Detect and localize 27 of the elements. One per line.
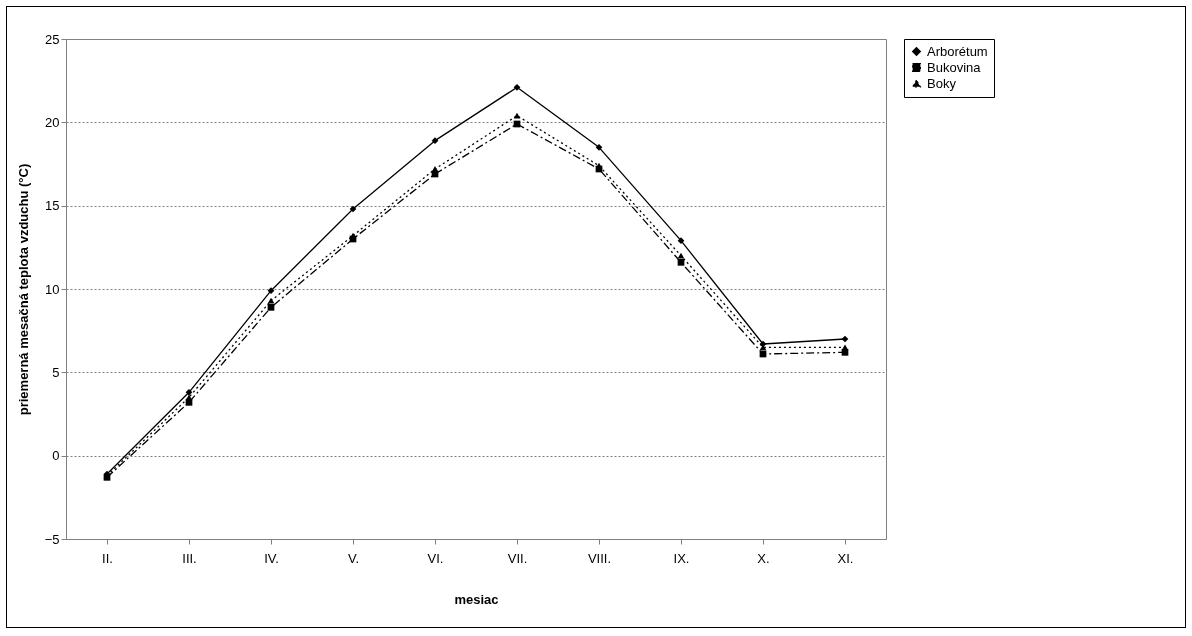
point [677, 252, 685, 259]
y-tick-label: 25 [45, 31, 60, 47]
x-tick-label: V. [347, 550, 360, 566]
point [513, 112, 521, 119]
y-tick-label: 5 [52, 364, 60, 380]
x-axis-title: mesiac [454, 591, 499, 607]
point [267, 297, 275, 304]
y-tick-label: 15 [45, 198, 60, 214]
legend-label: Bukovina [927, 59, 982, 75]
x-tick-label: VIII. [587, 550, 612, 566]
x-tick-label: VII. [507, 550, 528, 566]
x-tick-label: III. [182, 550, 197, 566]
x-tick-label: IV. [264, 550, 279, 566]
x-tick-label: XI. [837, 550, 854, 566]
legend-label: Arborétum [927, 43, 988, 59]
y-tick-label: 0 [52, 448, 60, 464]
y-tick-label: −5 [44, 531, 60, 547]
x-tick-label: IX. [673, 550, 690, 566]
x-tick-label: VI. [427, 550, 444, 566]
point [431, 166, 439, 172]
point [513, 83, 521, 91]
legend-label: Boky [927, 75, 957, 91]
y-tick-label: 20 [45, 114, 60, 130]
x-tick-label: II. [102, 550, 113, 566]
y-tick-label: 10 [45, 281, 60, 297]
x-tick-label: X. [757, 550, 770, 566]
y-axis-title: priemerná mesačná teplota vzduchu (°C) [15, 163, 31, 416]
